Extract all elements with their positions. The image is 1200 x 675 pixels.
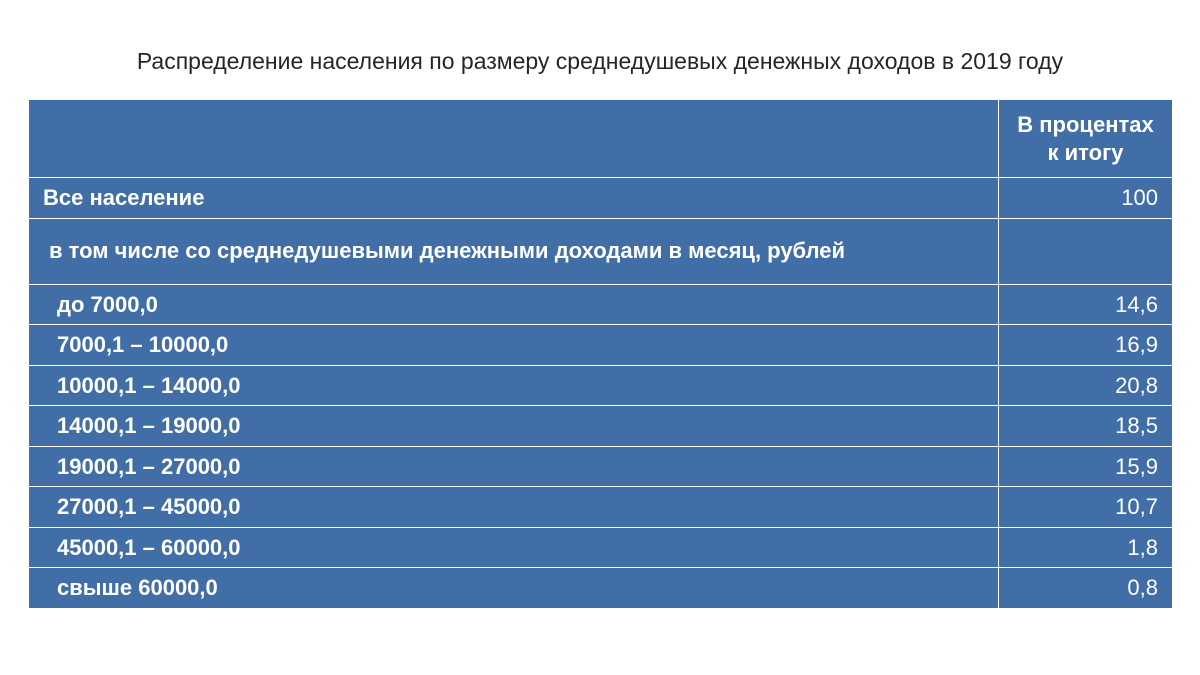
cell-label: 7000,1 – 10000,0 bbox=[29, 325, 999, 366]
cell-value: 10,7 bbox=[999, 487, 1173, 528]
table-row: 45000,1 – 60000,0 1,8 bbox=[29, 527, 1173, 568]
table-header-row: В процентах к итогу bbox=[29, 100, 1173, 178]
income-distribution-table: В процентах к итогу Все население 100 в … bbox=[28, 99, 1173, 609]
cell-value: 16,9 bbox=[999, 325, 1173, 366]
cell-value: 1,8 bbox=[999, 527, 1173, 568]
table-row: 14000,1 – 19000,0 18,5 bbox=[29, 406, 1173, 447]
cell-label: 10000,1 – 14000,0 bbox=[29, 365, 999, 406]
table-row: 27000,1 – 45000,0 10,7 bbox=[29, 487, 1173, 528]
table-row: свыше 60000,0 0,8 bbox=[29, 568, 1173, 609]
cell-value: 15,9 bbox=[999, 446, 1173, 487]
cell-value: 0,8 bbox=[999, 568, 1173, 609]
cell-value: 100 bbox=[999, 178, 1173, 219]
cell-label: 19000,1 – 27000,0 bbox=[29, 446, 999, 487]
table-row-total: Все население 100 bbox=[29, 178, 1173, 219]
table-row: до 7000,0 14,6 bbox=[29, 284, 1173, 325]
cell-label: 45000,1 – 60000,0 bbox=[29, 527, 999, 568]
cell-label: Все население bbox=[29, 178, 999, 219]
page: Распределение населения по размеру средн… bbox=[0, 0, 1200, 675]
cell-label: свыше 60000,0 bbox=[29, 568, 999, 609]
table-body: Все население 100 в том числе со среднед… bbox=[29, 178, 1173, 609]
cell-value: 18,5 bbox=[999, 406, 1173, 447]
page-title: Распределение населения по размеру средн… bbox=[28, 48, 1172, 75]
table-header-blank bbox=[29, 100, 999, 178]
table-row: 19000,1 – 27000,0 15,9 bbox=[29, 446, 1173, 487]
table-row-subheader: в том числе со среднедушевыми денежными … bbox=[29, 218, 1173, 284]
cell-label: 27000,1 – 45000,0 bbox=[29, 487, 999, 528]
cell-label: в том числе со среднедушевыми денежными … bbox=[29, 218, 999, 284]
cell-label: 14000,1 – 19000,0 bbox=[29, 406, 999, 447]
cell-value: 20,8 bbox=[999, 365, 1173, 406]
table-row: 7000,1 – 10000,0 16,9 bbox=[29, 325, 1173, 366]
cell-value bbox=[999, 218, 1173, 284]
cell-label: до 7000,0 bbox=[29, 284, 999, 325]
table-header-percent: В процентах к итогу bbox=[999, 100, 1173, 178]
cell-value: 14,6 bbox=[999, 284, 1173, 325]
table-row: 10000,1 – 14000,0 20,8 bbox=[29, 365, 1173, 406]
